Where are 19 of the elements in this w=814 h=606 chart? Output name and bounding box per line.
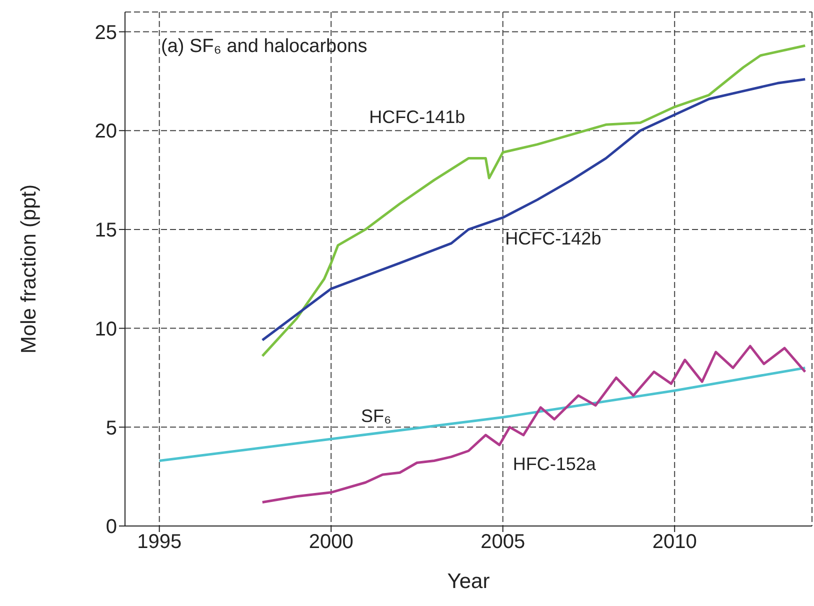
series-label: SF₆ xyxy=(360,406,392,426)
y-tick-label: 5 xyxy=(106,417,117,440)
y-tick-label: 15 xyxy=(94,220,117,242)
series-label: HCFC-141b xyxy=(369,106,466,127)
series-label: HFC-152a xyxy=(512,454,597,474)
line-series xyxy=(261,344,806,504)
series-label: HCFC-142b xyxy=(505,228,602,249)
text: (a) SF₆ and halocarbons xyxy=(161,36,368,57)
x-axis-title: Year xyxy=(447,570,490,593)
x-tick-label: 2010 xyxy=(652,531,697,554)
line-series xyxy=(261,78,806,342)
y-tick-label: 25 xyxy=(94,22,117,44)
y-axis-title: Mole fraction (ppt) xyxy=(17,184,40,354)
y-tick-label: 0 xyxy=(106,516,117,538)
y-tick-label: 10 xyxy=(94,318,117,340)
x-tick-label: 1995 xyxy=(137,531,182,554)
x-tick-label: 2000 xyxy=(308,531,354,554)
y-tick-label: 20 xyxy=(94,120,117,143)
x-tick-label: 2005 xyxy=(480,531,526,554)
